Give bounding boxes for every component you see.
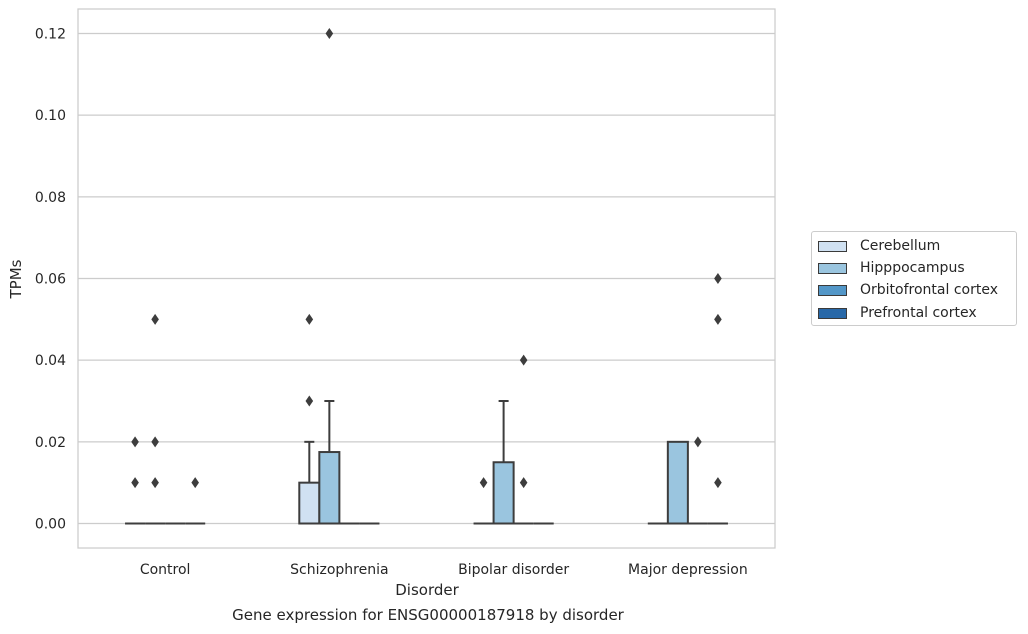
outlier-point (151, 313, 159, 325)
legend-swatch (818, 240, 847, 252)
legend-item-prefrontal-cortex: Prefrontal cortex (818, 302, 977, 324)
outlier-point (714, 477, 722, 489)
legend-swatch (818, 262, 847, 274)
outlier-point (131, 477, 139, 489)
outlier-point (305, 395, 314, 407)
box-cerebellum (125, 436, 146, 525)
box-prefrontal-cortex (707, 273, 728, 525)
boxes (125, 28, 728, 525)
box-hipppocampus (492, 400, 515, 525)
box (666, 440, 689, 525)
box-orbitofrontal-cortex (687, 436, 708, 525)
y-tick-labels: 0.00 0.02 0.04 0.06 0.08 0.10 0.12 (35, 27, 66, 533)
box (318, 451, 341, 525)
outlier-point (714, 273, 722, 284)
outlier-point (694, 436, 702, 448)
box-cerebellum (298, 313, 321, 525)
legend-item-orbitofrontal-cortex: Orbitofrontal cortex (818, 279, 998, 301)
figure-caption: Gene expression for ENSG00000187918 by d… (232, 606, 624, 624)
y-tick-label: 0.06 (35, 272, 66, 288)
y-tick-label: 0.08 (35, 190, 66, 206)
legend-swatch (818, 307, 847, 319)
x-axis-label: Disorder (395, 581, 459, 599)
y-tick-label: 0.00 (35, 517, 66, 533)
legend-label: Orbitofrontal cortex (860, 282, 998, 298)
outlier-point (131, 436, 139, 448)
box-prefrontal-cortex (185, 477, 206, 525)
legend-swatch (818, 284, 847, 296)
plot-area-frame (77, 8, 776, 549)
x-tick-label: Major depression (628, 562, 748, 578)
y-tick-label: 0.04 (35, 353, 66, 369)
outlier-point (714, 313, 722, 325)
legend-label: Cerebellum (860, 238, 941, 254)
outlier-point (305, 313, 314, 325)
box-cerebellum (473, 477, 494, 525)
box-hipppocampus (145, 313, 166, 525)
box-hipppocampus (666, 440, 689, 525)
gridlines (78, 32, 775, 525)
legend-label: Prefrontal cortex (860, 305, 977, 321)
legend: Cerebellum Hipppocampus Orbitofrontal co… (811, 231, 1017, 326)
box-orbitofrontal-cortex (513, 354, 534, 525)
x-tick-label: Schizophrenia (290, 562, 388, 578)
outlier-point (151, 477, 159, 489)
outlier-point (191, 477, 199, 489)
y-tick-label: 0.12 (35, 27, 66, 43)
outlier-point (325, 28, 334, 39)
outlier-point (519, 477, 528, 489)
x-tick-label: Bipolar disorder (458, 562, 569, 578)
legend-item-hippocampus: Hipppocampus (818, 257, 965, 279)
y-tick-label: 0.02 (35, 435, 66, 451)
box-hipppocampus (318, 28, 341, 525)
y-axis-label: TPMs (7, 259, 25, 299)
legend-item-cerebellum: Cerebellum (818, 235, 940, 257)
outlier-point (151, 436, 159, 448)
x-tick-labels: Control Schizophrenia Bipolar disorder Majo… (140, 562, 748, 578)
y-tick-label: 0.10 (35, 108, 66, 124)
outlier-point (519, 354, 528, 366)
box (298, 481, 321, 525)
x-tick-label: Control (140, 562, 191, 578)
legend-label: Hipppocampus (860, 260, 965, 276)
outlier-point (479, 477, 488, 489)
box (492, 461, 515, 525)
